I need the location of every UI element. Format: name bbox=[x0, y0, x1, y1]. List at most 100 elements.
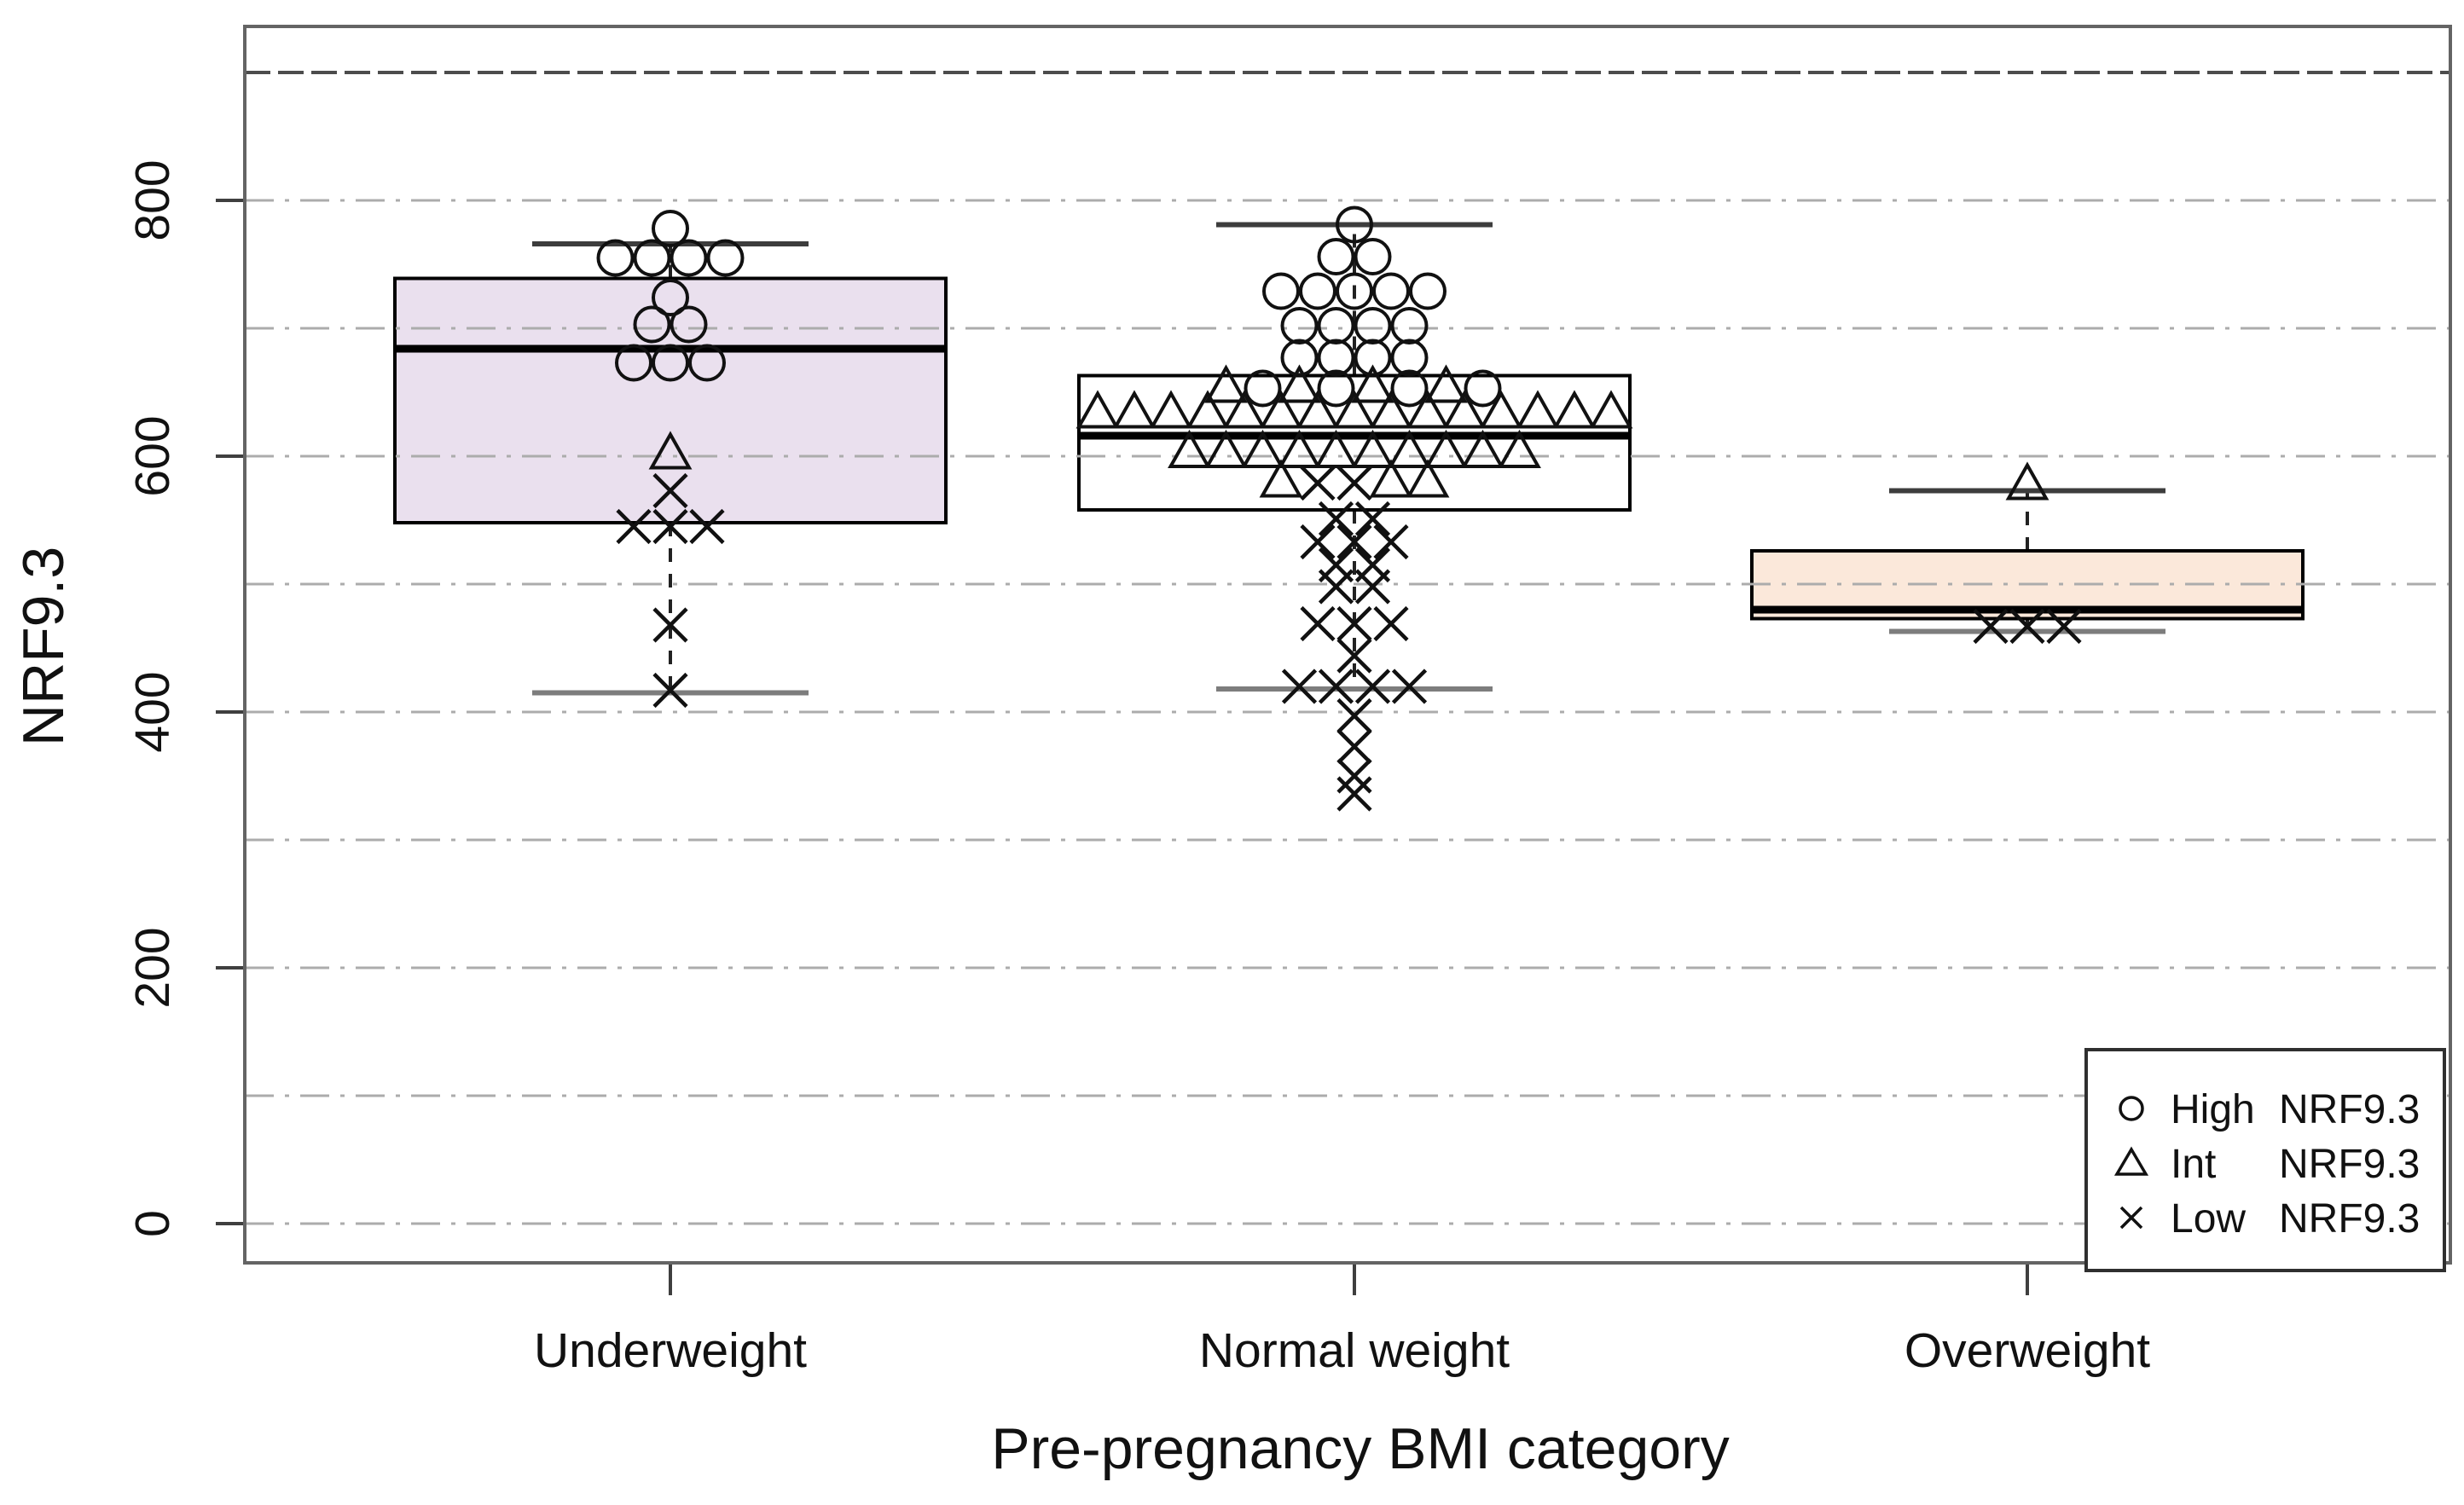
point-x-low bbox=[1336, 728, 1372, 765]
plot-border bbox=[243, 25, 2452, 1265]
point-circle-high bbox=[1317, 369, 1355, 408]
legend-label-high-suffix: NRF9.3 bbox=[2279, 1087, 2420, 1132]
x-tick-label-overweight: Overweight bbox=[1905, 1323, 2150, 1378]
point-triangle-int bbox=[1424, 429, 1468, 468]
point-circle-high bbox=[1390, 369, 1429, 408]
point-triangle-int bbox=[1075, 390, 1120, 429]
point-circle-high bbox=[1244, 369, 1282, 408]
point-circle-high bbox=[1262, 272, 1300, 310]
point-circle-high bbox=[596, 239, 635, 277]
point-circle-high bbox=[1317, 307, 1355, 344]
point-triangle-int bbox=[1442, 390, 1487, 429]
point-x-low bbox=[652, 508, 688, 545]
point-triangle-int bbox=[1351, 364, 1394, 403]
x-axis-title: Pre-pregnancy BMI category bbox=[991, 1416, 1730, 1481]
point-x-low bbox=[1300, 524, 1336, 560]
point-triangle-int bbox=[1259, 459, 1303, 498]
point-triangle-int bbox=[1296, 390, 1340, 429]
y-tick-label-0: 0 bbox=[125, 1210, 180, 1237]
legend-label-int-suffix: NRF9.3 bbox=[2279, 1142, 2420, 1187]
point-circle-high bbox=[1390, 307, 1429, 344]
point-circle-high bbox=[633, 239, 671, 277]
y-tick-label-800: 800 bbox=[125, 159, 180, 240]
point-triangle-int bbox=[648, 431, 693, 470]
point-circle-high bbox=[1372, 272, 1410, 310]
gridline-layer bbox=[245, 71, 2450, 1225]
point-circle-high bbox=[1354, 238, 1392, 275]
point-circle-high bbox=[1280, 307, 1319, 344]
point-triangle-int bbox=[1204, 429, 1248, 468]
point-x-low bbox=[1336, 465, 1372, 501]
point-circle-high bbox=[1409, 272, 1447, 310]
point-circle-high bbox=[1336, 205, 1373, 244]
point-x-low bbox=[1318, 669, 1354, 704]
point-triangle-int bbox=[1278, 429, 1321, 468]
point-x-low bbox=[1973, 608, 2009, 645]
point-x-low bbox=[1354, 569, 1391, 605]
point-triangle-int bbox=[1406, 459, 1450, 498]
point-x-low bbox=[1336, 605, 1372, 642]
point-circle-high bbox=[688, 344, 726, 382]
legend-box bbox=[2084, 1048, 2446, 1272]
legend-circle-icon bbox=[2119, 1096, 2144, 1121]
point-triangle-int bbox=[1241, 429, 1284, 468]
point-triangle-int bbox=[1589, 390, 1633, 429]
point-x-low bbox=[1336, 524, 1372, 560]
point-triangle-int bbox=[1351, 429, 1394, 468]
point-triangle-int bbox=[1222, 390, 1267, 429]
point-x-low bbox=[1354, 501, 1391, 537]
point-x-low bbox=[1336, 698, 1372, 734]
point-x-low bbox=[1354, 669, 1391, 704]
point-circle-high bbox=[670, 305, 708, 344]
point-triangle-int bbox=[1388, 429, 1431, 468]
box-underweight bbox=[393, 276, 948, 524]
point-circle-high bbox=[670, 239, 708, 277]
x-tick-label-underweight: Underweight bbox=[534, 1323, 807, 1378]
point-triangle-int bbox=[1461, 429, 1504, 468]
point-x-low bbox=[2046, 608, 2082, 645]
point-circle-high bbox=[1280, 339, 1319, 377]
point-x-low bbox=[1336, 638, 1372, 674]
point-circle-high bbox=[1317, 238, 1355, 275]
legend-label-low-suffix: NRF9.3 bbox=[2279, 1196, 2420, 1242]
legend-triangle-icon bbox=[2113, 1146, 2149, 1176]
legend-x-icon bbox=[2119, 1206, 2143, 1230]
point-triangle-int bbox=[1552, 390, 1597, 429]
point-x-low bbox=[1318, 569, 1354, 605]
point-circle-high bbox=[633, 305, 671, 344]
point-triangle-int bbox=[1168, 429, 1211, 468]
data-point-layer bbox=[596, 205, 2082, 812]
point-x-low bbox=[1391, 669, 1428, 704]
point-x-low bbox=[2009, 608, 2045, 645]
point-circle-high bbox=[1299, 272, 1336, 310]
axis-layer: 0 200 400 600 800 Underweight Normal weight Ove… bbox=[125, 159, 2150, 1378]
point-circle-high bbox=[706, 239, 745, 277]
point-triangle-int bbox=[1314, 429, 1358, 468]
point-x-low bbox=[1373, 524, 1409, 560]
legend-label-low: Low bbox=[2171, 1196, 2246, 1242]
point-triangle-int bbox=[1278, 364, 1321, 403]
point-triangle-int bbox=[1112, 390, 1157, 429]
legend-label-high: High bbox=[2171, 1087, 2255, 1132]
point-triangle-int bbox=[1149, 390, 1193, 429]
point-x-low bbox=[1300, 605, 1336, 642]
point-triangle-int bbox=[1204, 364, 1248, 403]
legend: High NRF9.3 Int NRF9.3 Low NRF9.3 bbox=[2084, 1048, 2446, 1272]
point-circle-high bbox=[652, 210, 689, 247]
point-circle-high bbox=[1354, 307, 1392, 344]
point-x-low bbox=[652, 472, 688, 509]
point-triangle-int bbox=[1369, 390, 1413, 429]
point-circle-high bbox=[615, 344, 652, 382]
point-x-low bbox=[1318, 501, 1354, 537]
point-x-low bbox=[652, 607, 688, 643]
point-circle-high bbox=[1354, 339, 1392, 377]
point-x-low bbox=[1336, 776, 1372, 812]
y-tick-label-200: 200 bbox=[125, 927, 180, 1008]
y-tick-label-400: 400 bbox=[125, 671, 180, 752]
point-triangle-int bbox=[2005, 461, 2049, 501]
point-triangle-int bbox=[1332, 390, 1377, 429]
point-triangle-int bbox=[1369, 459, 1413, 498]
point-circle-high bbox=[652, 279, 689, 316]
